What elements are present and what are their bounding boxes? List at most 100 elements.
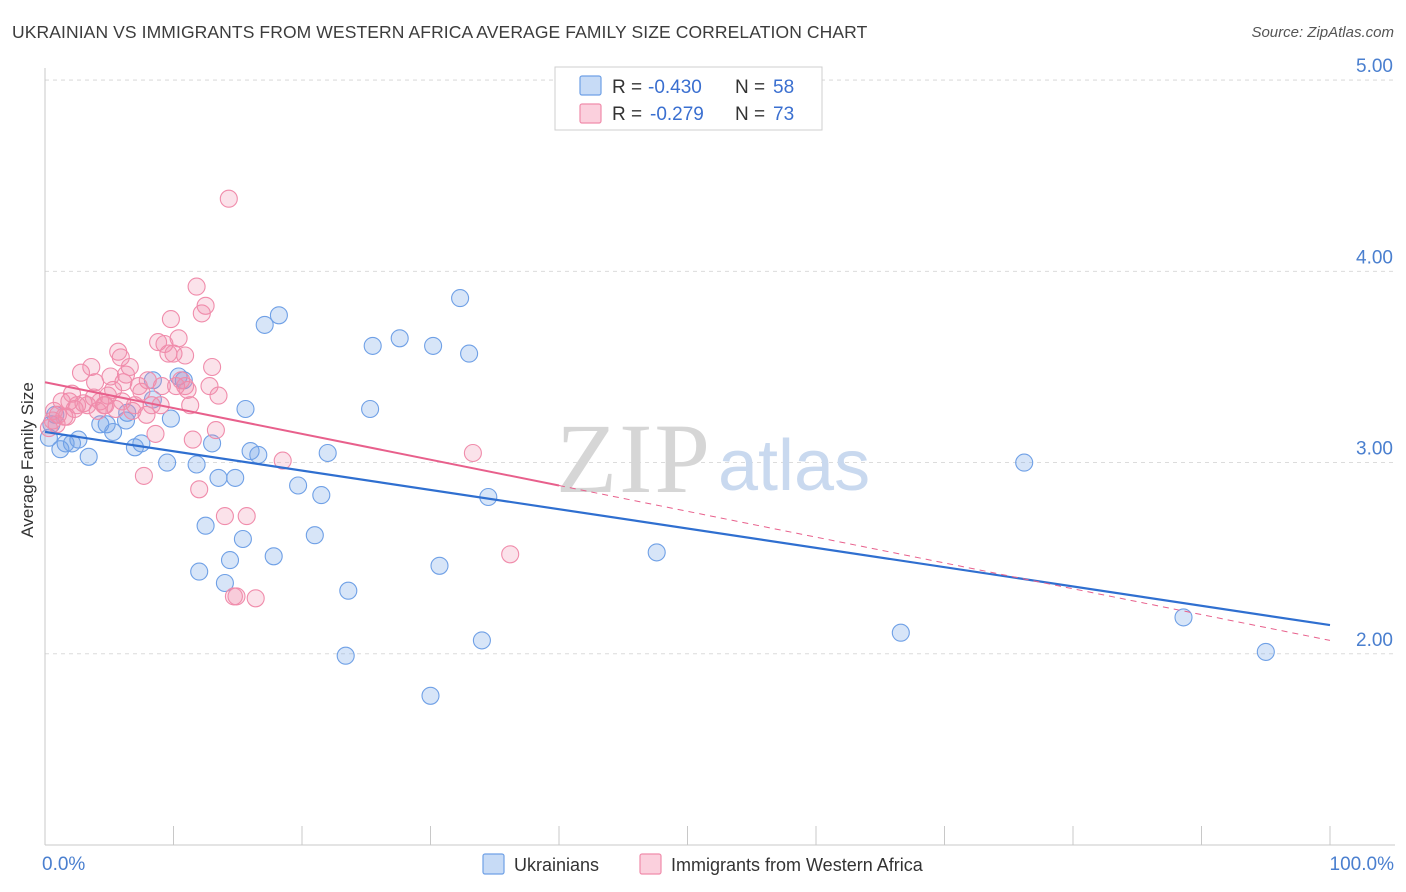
y-axis-label: Average Family Size	[18, 382, 37, 538]
point-western-africa	[120, 357, 139, 377]
point-ukrainians	[226, 468, 245, 487]
point-ukrainians	[69, 430, 88, 449]
trend-line-ukrainians	[44, 430, 1331, 627]
point-ukrainians	[79, 447, 98, 466]
point-ukrainians	[430, 556, 449, 575]
chart-title: UKRAINIAN VS IMMIGRANTS FROM WESTERN AFR…	[12, 22, 868, 42]
point-ukrainians	[249, 445, 268, 464]
point-western-africa	[55, 407, 74, 426]
point-ukrainians	[187, 455, 206, 474]
point-western-africa	[215, 507, 234, 526]
point-western-africa	[273, 451, 292, 470]
legend-n-label: N =	[735, 104, 765, 125]
legend-r-label: R =	[612, 77, 642, 98]
point-western-africa	[149, 333, 168, 352]
point-western-africa	[47, 415, 66, 434]
point-western-africa	[48, 405, 67, 424]
point-ukrainians	[104, 422, 123, 442]
point-ukrainians	[196, 516, 215, 535]
y-tick-label: 3.00	[1356, 439, 1393, 460]
point-western-africa	[181, 396, 200, 415]
point-ukrainians	[647, 543, 666, 562]
point-ukrainians	[336, 646, 355, 665]
point-ukrainians	[891, 623, 910, 642]
point-ukrainians	[233, 529, 252, 549]
bottom-legend-swatch-western-africa	[639, 853, 662, 875]
y-tick-label: 4.00	[1356, 247, 1393, 268]
point-western-africa	[137, 405, 156, 424]
point-ukrainians	[305, 526, 324, 545]
x-tick-label: 100.0%	[1330, 854, 1395, 875]
point-western-africa	[82, 357, 101, 377]
y-tick-label: 5.00	[1356, 56, 1393, 77]
point-western-africa	[161, 310, 180, 329]
point-ukrainians	[361, 399, 380, 419]
gridlines	[45, 79, 1395, 655]
point-ukrainians	[264, 547, 283, 566]
point-ukrainians	[209, 468, 228, 487]
point-western-africa	[176, 346, 195, 365]
point-western-africa	[152, 377, 171, 396]
point-ukrainians	[1174, 608, 1193, 627]
point-ukrainians	[339, 581, 358, 600]
point-western-africa	[463, 443, 482, 463]
point-ukrainians	[51, 440, 70, 459]
point-ukrainians	[460, 344, 479, 363]
point-ukrainians	[318, 443, 337, 463]
point-western-africa	[196, 296, 215, 315]
point-western-africa	[146, 424, 165, 443]
legend-r-label: R =	[612, 104, 642, 125]
point-western-africa	[183, 430, 202, 449]
point-western-africa	[114, 373, 133, 392]
watermark-zip: ZIP	[556, 403, 712, 514]
point-ukrainians	[390, 329, 409, 348]
point-western-africa	[169, 329, 188, 348]
point-western-africa	[134, 466, 153, 485]
point-western-africa	[132, 382, 151, 401]
legend-n-value: 58	[773, 77, 794, 98]
legend-r-value: -0.279	[650, 104, 704, 125]
point-western-africa	[246, 589, 265, 608]
data-points	[39, 189, 1275, 705]
legend-swatch-ukrainians	[579, 75, 602, 96]
bottom-legend-ukrainians: Ukrainians	[514, 855, 599, 875]
point-western-africa	[71, 363, 91, 382]
point-ukrainians	[255, 315, 274, 334]
trend-line-western-africa	[44, 381, 560, 487]
axes	[44, 68, 1395, 846]
point-western-africa	[86, 373, 105, 392]
bottom-legend-western-africa: Immigrants from Western Africa	[671, 855, 924, 875]
point-ukrainians	[158, 453, 177, 472]
bottom-legend-swatch-ukrainians	[482, 853, 505, 875]
point-ukrainians	[269, 306, 288, 325]
point-ukrainians	[215, 573, 234, 593]
legend-r-value: -0.430	[648, 77, 702, 98]
point-western-africa	[227, 587, 246, 606]
axis-labels: 2.00 3.00 4.00 5.00 0.0% 100.0%	[42, 56, 1394, 875]
point-western-africa	[203, 357, 222, 377]
point-ukrainians	[424, 336, 443, 355]
point-ukrainians	[312, 486, 331, 505]
watermark-atlas: atlas	[718, 426, 870, 506]
point-ukrainians	[289, 476, 308, 495]
point-western-africa	[187, 277, 206, 296]
legend-swatch-western-africa	[579, 103, 602, 124]
point-ukrainians	[116, 411, 136, 430]
point-ukrainians	[190, 562, 209, 581]
point-western-africa	[237, 507, 256, 526]
point-ukrainians	[203, 434, 222, 453]
point-western-africa	[209, 386, 228, 405]
trend-lines	[44, 381, 1331, 641]
point-western-africa	[200, 377, 219, 396]
point-ukrainians	[451, 289, 470, 308]
point-ukrainians	[236, 399, 255, 419]
legend-box: R = -0.430 N = 58 R = -0.279 N = 73	[554, 66, 823, 131]
point-western-africa	[501, 545, 520, 564]
point-western-africa	[190, 480, 209, 499]
point-western-africa	[206, 421, 225, 440]
legend-n-label: N =	[735, 77, 765, 98]
point-western-africa	[68, 396, 87, 415]
point-ukrainians	[220, 551, 240, 570]
legend-n-value: 73	[773, 104, 794, 125]
